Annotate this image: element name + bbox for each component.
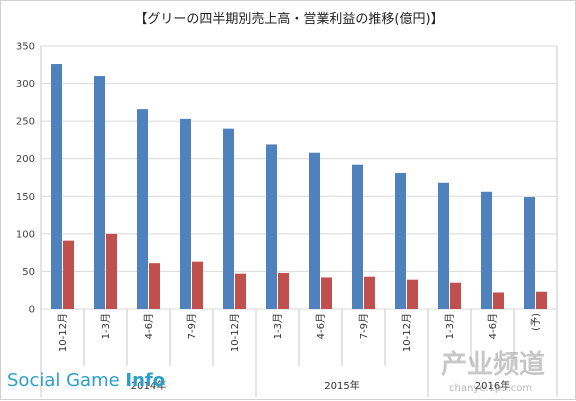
axis-layer: 0 50 100 150 200 250 300 350 [16, 42, 558, 397]
x-category-label: 10-12月 [229, 313, 241, 352]
bar-series-2 [278, 272, 289, 309]
bar-series-2 [192, 261, 203, 309]
watermark-url-text: chanye.1p3.com [449, 383, 532, 394]
bar-layer [51, 64, 547, 310]
x-category-label: 1-3月 [272, 313, 284, 339]
logo-text-light: Social Game [7, 370, 125, 391]
bar-series-2 [63, 240, 74, 309]
y-tick-label: 300 [16, 79, 35, 90]
chart-title: 【グリーの四半期別売上高・営業利益の推移(億円)】 [134, 11, 443, 27]
bar-series-2 [321, 277, 332, 309]
x-category-label: 1-3月 [444, 313, 456, 339]
y-tick-label: 100 [16, 229, 35, 240]
x-group-label: 2014年 [131, 379, 166, 392]
bar-series-2 [407, 279, 418, 309]
bar-series-1 [395, 172, 406, 309]
bar-series-1 [481, 191, 492, 309]
bar-series-1 [352, 164, 363, 309]
bar-series-1 [137, 109, 148, 310]
bar-series-1 [180, 118, 191, 309]
bar-series-1 [438, 182, 449, 309]
plot-area-border [40, 45, 558, 310]
label-layer: 10-12月 1-3月 4-6月 7-9月 10-12月 1-3月 4-6月 7-9月 10-1… [57, 313, 542, 392]
x-category-label: 1-3月 [100, 313, 112, 339]
bar-series-1 [51, 64, 62, 309]
bar-series-2 [364, 276, 375, 309]
x-category-label: 10-12月 [401, 313, 413, 352]
x-category-label: 7-9月 [358, 313, 370, 339]
bar-series-1 [94, 76, 105, 309]
site-watermark: 产业频道 chanye.1p3.com [441, 349, 545, 394]
x-category-label: 4-6月 [143, 313, 155, 339]
bar-series-1 [266, 144, 277, 309]
x-group-label: 2015年 [324, 379, 359, 392]
x-category-label: 10-12月 [57, 313, 69, 352]
bar-series-2 [235, 273, 246, 309]
logo-text-bold: Info [125, 370, 165, 391]
bar-series-2 [450, 282, 461, 309]
y-tick-label: 200 [16, 154, 35, 165]
x-category-label: 7-9月 [186, 313, 198, 339]
y-tick-label: 350 [16, 42, 35, 53]
x-category-label: 4-6月 [315, 313, 327, 339]
x-group-label: 2016年 [475, 379, 510, 392]
x-category-label: 4-6月 [487, 313, 499, 339]
bar-series-2 [536, 291, 547, 309]
grid-layer [40, 45, 558, 310]
bar-series-2 [149, 263, 160, 309]
bar-series-1 [524, 197, 535, 309]
y-tick-label: 0 [29, 305, 35, 316]
bar-series-2 [493, 292, 504, 309]
watermark-logo-text: 产业频道 [441, 349, 545, 380]
y-tick-label: 250 [16, 117, 35, 128]
y-tick-label: 150 [16, 192, 35, 203]
bar-series-2 [106, 233, 117, 309]
svg-text:Social Game Info: Social Game Info [7, 370, 165, 391]
bar-series-1 [223, 128, 234, 309]
social-game-info-logo: Social Game Info [7, 370, 165, 391]
y-tick-label: 50 [22, 267, 35, 278]
x-category-label: (予) [530, 313, 542, 331]
bar-series-1 [309, 152, 320, 309]
